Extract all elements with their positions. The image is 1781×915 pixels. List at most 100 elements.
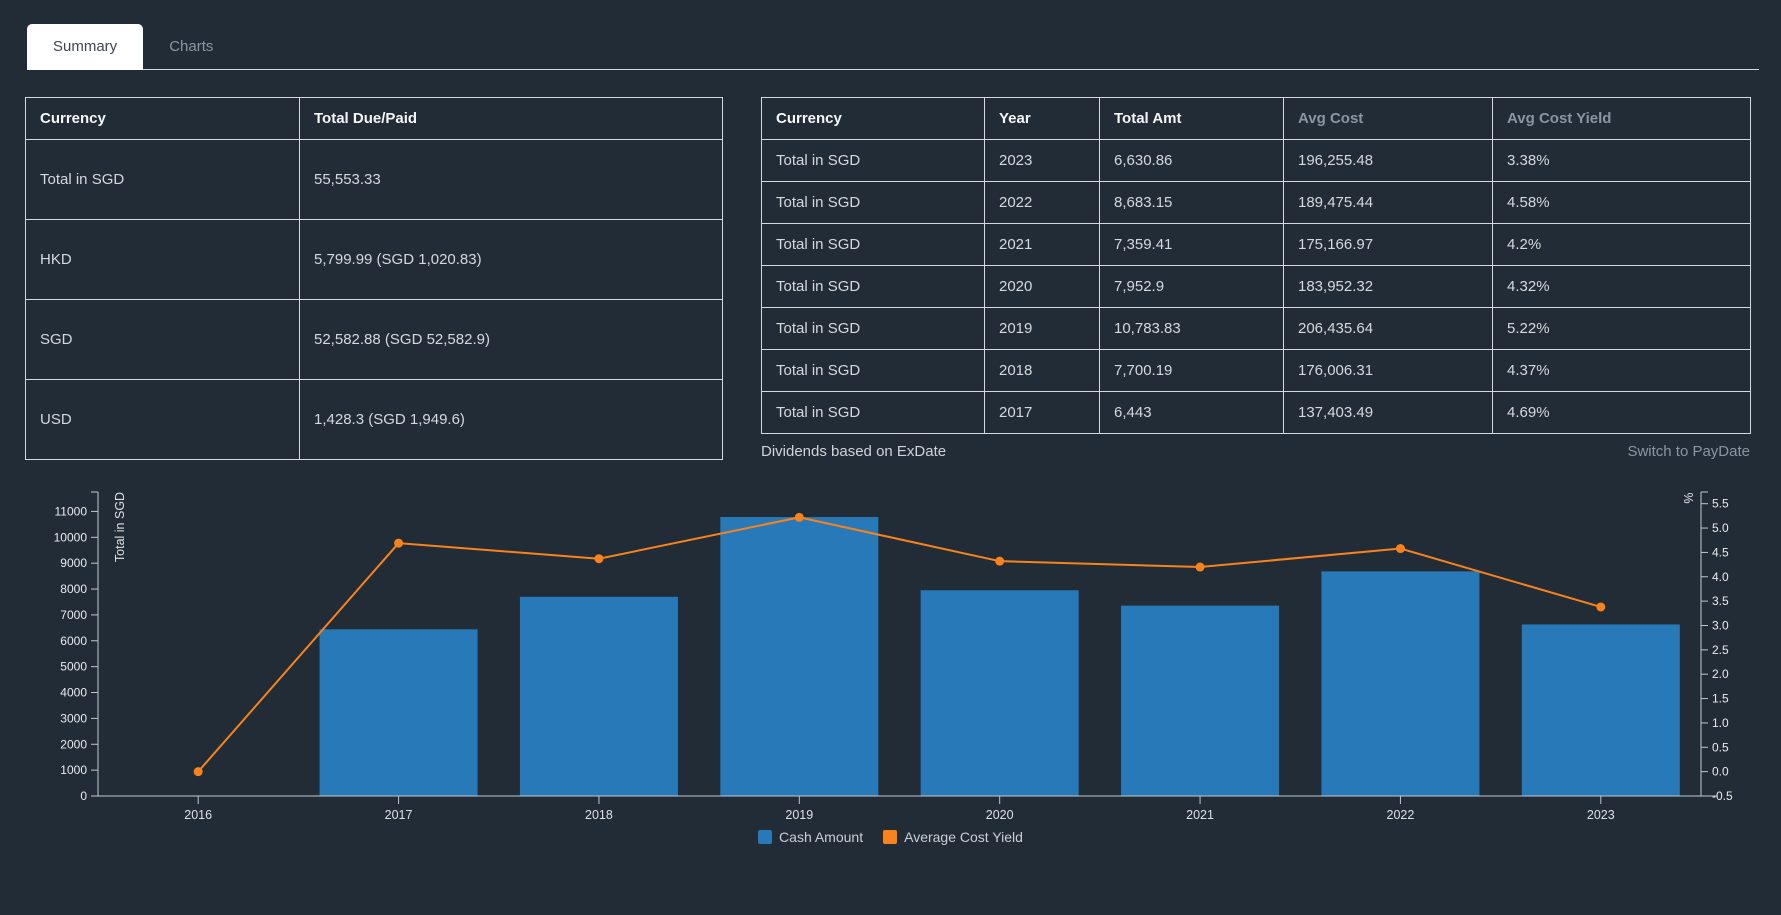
x-tick-label: 2021 [1186, 808, 1214, 822]
bar-2018[interactable] [519, 596, 678, 796]
table-cell: Total in SGD [761, 307, 985, 350]
y-right-tick-label: 4.0 [1712, 570, 1729, 584]
x-tick-label: 2023 [1587, 808, 1615, 822]
table-cell: 7,952.9 [1099, 265, 1284, 308]
table-cell: 2018 [984, 349, 1100, 392]
table-row: Total in SGD 2019 10,783.83 206,435.64 5.22% [761, 307, 1751, 350]
bar-2020[interactable] [920, 590, 1079, 796]
table-cell: 5.22% [1492, 307, 1751, 350]
bar-2019[interactable] [720, 517, 879, 796]
table-cell: 4.69% [1492, 391, 1751, 434]
table-row: SGD 52,582.88 (SGD 52,582.9) [25, 299, 723, 380]
y-right-tick-label: 0.5 [1712, 740, 1729, 754]
table-header-row: Currency Total Due/Paid [25, 97, 723, 140]
yearly-section: Currency Year Total Amt Avg Cost Avg Cost Yi… [761, 97, 1751, 460]
y-left-tick-label: 8000 [60, 582, 87, 596]
column-header: Avg Cost Yield [1492, 97, 1751, 140]
table-row: USD 1,428.3 (SGD 1,949.6) [25, 379, 723, 460]
y-right-tick-label: 3.0 [1712, 618, 1729, 632]
legend-swatch [883, 830, 898, 844]
chart-legend: Cash Amount Average Cost Yield [22, 826, 1759, 848]
table-cell: 10,783.83 [1099, 307, 1284, 350]
table-cell: 7,359.41 [1099, 223, 1284, 266]
switch-to-paydate-link[interactable]: Switch to PayDate [1627, 443, 1750, 460]
table-cell: USD [25, 379, 300, 460]
line-point-2018[interactable] [594, 554, 604, 564]
bar-2021[interactable] [1121, 605, 1280, 796]
table-cell: 2017 [984, 391, 1100, 434]
y-right-tick-label: 5.0 [1712, 521, 1729, 535]
table-cell: 7,700.19 [1099, 349, 1284, 392]
line-point-2016[interactable] [193, 767, 203, 777]
table-cell: 6,630.86 [1099, 139, 1284, 182]
y-left-tick-label: 11000 [55, 504, 88, 518]
line-point-2022[interactable] [1395, 544, 1405, 554]
table-cell: 176,006.31 [1283, 349, 1493, 392]
y-right-axis-title: % [1682, 492, 1696, 503]
legend-swatch [758, 830, 773, 844]
line-point-2017[interactable] [394, 538, 404, 548]
y-left-axis-title: Total in SGD [113, 492, 127, 562]
y-left-tick-label: 4000 [60, 686, 87, 700]
y-right-tick-label: -0.5 [1712, 789, 1733, 803]
table-cell: 2020 [984, 265, 1100, 308]
table-row: Total in SGD 2017 6,443 137,403.49 4.69% [761, 391, 1751, 434]
y-right-tick-label: 1.0 [1712, 716, 1729, 730]
table-cell: 206,435.64 [1283, 307, 1493, 350]
table-cell: 175,166.97 [1283, 223, 1493, 266]
column-header: Avg Cost [1283, 97, 1493, 140]
y-left-tick-label: 0 [80, 789, 87, 803]
table-cell: Total in SGD [25, 139, 300, 220]
table-cell: 55,553.33 [299, 139, 723, 220]
table-cell: 196,255.48 [1283, 139, 1493, 182]
table-cell: 137,403.49 [1283, 391, 1493, 434]
table-row: Total in SGD 2021 7,359.41 175,166.97 4.2% [761, 223, 1751, 266]
tab-charts[interactable]: Charts [169, 38, 214, 55]
table-cell: HKD [25, 219, 300, 300]
legend-item-cash-amount[interactable]: Cash Amount [758, 829, 863, 845]
y-left-tick-label: 9000 [60, 556, 87, 570]
y-left-tick-label: 5000 [60, 660, 87, 674]
y-right-tick-label: 0.0 [1712, 765, 1729, 779]
table-cell: 2023 [984, 139, 1100, 182]
table-row: HKD 5,799.99 (SGD 1,020.83) [25, 219, 723, 300]
table-cell: Total in SGD [761, 139, 985, 182]
line-point-2023[interactable] [1596, 602, 1606, 612]
table-cell: 52,582.88 (SGD 52,582.9) [299, 299, 723, 380]
dividends-chart: 0 1000 2000 3000 4000 5000 6000 7000 8000 9000 100… [22, 474, 1759, 848]
table-cell: 6,443 [1099, 391, 1284, 434]
column-header: Year [984, 97, 1100, 140]
table-cell: 4.2% [1492, 223, 1751, 266]
line-point-2019[interactable] [794, 512, 804, 522]
y-right-tick-label: 2.5 [1712, 643, 1729, 657]
table-row: Total in SGD 2020 7,952.9 183,952.32 4.32% [761, 265, 1751, 308]
column-header: Currency [761, 97, 985, 140]
y-left-tick-label: 2000 [60, 737, 87, 751]
legend-item-average-cost-yield[interactable]: Average Cost Yield [883, 829, 1023, 845]
y-left-tick-label: 3000 [60, 711, 87, 725]
table-cell: 1,428.3 (SGD 1,949.6) [299, 379, 723, 460]
tab-summary[interactable]: Summary [27, 24, 144, 70]
dividends-chart-canvas: 0 1000 2000 3000 4000 5000 6000 7000 8000 9000 100… [54, 491, 1733, 822]
table-cell: SGD [25, 299, 300, 380]
legend-label: Cash Amount [779, 829, 864, 845]
y-left-tick-label: 6000 [60, 634, 87, 648]
table-row: Total in SGD 2018 7,700.19 176,006.31 4.37% [761, 349, 1751, 392]
table-cell: 183,952.32 [1283, 265, 1493, 308]
table-header-row: Currency Year Total Amt Avg Cost Avg Cost Yi… [761, 97, 1751, 140]
yield-line [197, 516, 1602, 773]
bar-2017[interactable] [319, 629, 478, 796]
line-point-2021[interactable] [1195, 562, 1205, 572]
bar-2023[interactable] [1521, 624, 1680, 796]
y-left-tick-label: 1000 [60, 763, 87, 777]
table-cell: 5,799.99 (SGD 1,020.83) [299, 219, 723, 300]
table-cell: Total in SGD [761, 223, 985, 266]
table-row: Total in SGD 2023 6,630.86 196,255.48 3.38% [761, 139, 1751, 182]
bar-2022[interactable] [1321, 571, 1480, 796]
column-header: Total Amt [1099, 97, 1284, 140]
table-cell: Total in SGD [761, 265, 985, 308]
line-point-2020[interactable] [995, 556, 1005, 566]
x-tick-label: 2016 [184, 808, 212, 822]
table-cell: 2022 [984, 181, 1100, 224]
